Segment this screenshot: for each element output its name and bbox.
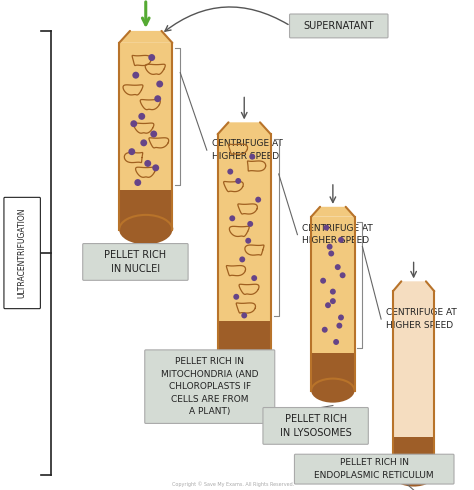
Circle shape (338, 315, 344, 320)
Polygon shape (311, 217, 355, 353)
Circle shape (251, 275, 257, 281)
Polygon shape (218, 122, 271, 134)
Text: PELLET RICH IN
MITOCHONDRIA (AND
CHLOROPLASTS IF
CELLS ARE FROM
A PLANT): PELLET RICH IN MITOCHONDRIA (AND CHLOROP… (161, 357, 258, 416)
Text: CENTRIFUGE AT
HIGHER SPEED: CENTRIFUGE AT HIGHER SPEED (302, 224, 373, 245)
Circle shape (249, 154, 255, 160)
FancyBboxPatch shape (290, 14, 388, 38)
Circle shape (156, 80, 163, 88)
Text: SUPERNATANT: SUPERNATANT (303, 21, 374, 31)
Circle shape (330, 289, 336, 294)
Circle shape (328, 250, 334, 256)
Text: PELLET RICH
IN LYSOSOMES: PELLET RICH IN LYSOSOMES (280, 414, 352, 438)
Circle shape (320, 278, 326, 284)
Circle shape (245, 238, 251, 244)
Circle shape (144, 160, 151, 167)
FancyBboxPatch shape (263, 408, 368, 444)
Circle shape (235, 178, 241, 184)
Circle shape (338, 237, 344, 243)
Text: CENTRIFUGE AT
HIGHER SPEED: CENTRIFUGE AT HIGHER SPEED (386, 308, 457, 330)
Polygon shape (311, 353, 355, 391)
Circle shape (239, 256, 245, 263)
Polygon shape (393, 291, 434, 438)
Circle shape (325, 302, 331, 308)
Text: PELLET RICH
IN NUCLEI: PELLET RICH IN NUCLEI (104, 250, 166, 274)
Polygon shape (393, 438, 434, 475)
Circle shape (322, 327, 328, 333)
Polygon shape (119, 190, 173, 230)
Circle shape (330, 298, 336, 304)
Polygon shape (218, 321, 271, 366)
Polygon shape (218, 134, 271, 321)
Text: Copyright © Save My Exams. All Rights Reserved.: Copyright © Save My Exams. All Rights Re… (172, 481, 294, 487)
Circle shape (132, 72, 139, 79)
Text: ULTRACENTRIFUGATION: ULTRACENTRIFUGATION (17, 208, 26, 298)
Circle shape (323, 224, 329, 231)
Circle shape (148, 54, 155, 61)
Circle shape (241, 313, 247, 318)
Circle shape (255, 196, 261, 203)
Ellipse shape (311, 379, 355, 403)
Circle shape (228, 169, 233, 174)
Ellipse shape (393, 464, 434, 487)
Circle shape (128, 148, 135, 155)
Circle shape (247, 221, 253, 227)
Circle shape (152, 164, 159, 171)
Circle shape (134, 179, 141, 186)
Circle shape (337, 322, 342, 329)
Circle shape (138, 113, 145, 120)
Polygon shape (393, 281, 434, 291)
Circle shape (229, 215, 235, 221)
Circle shape (340, 272, 346, 278)
FancyBboxPatch shape (83, 244, 188, 280)
Ellipse shape (218, 351, 271, 381)
Text: CENTRIFUGE AT
HIGHER SPEED: CENTRIFUGE AT HIGHER SPEED (212, 139, 283, 161)
Circle shape (140, 139, 147, 147)
Circle shape (335, 264, 341, 270)
Circle shape (333, 339, 339, 345)
Text: PELLET RICH IN
ENDOPLASMIC RETICULUM: PELLET RICH IN ENDOPLASMIC RETICULUM (314, 458, 434, 480)
FancyBboxPatch shape (294, 454, 454, 484)
Circle shape (233, 294, 239, 300)
Circle shape (154, 95, 161, 102)
FancyBboxPatch shape (4, 197, 40, 309)
FancyBboxPatch shape (145, 350, 275, 423)
Circle shape (150, 130, 157, 138)
Ellipse shape (119, 215, 173, 245)
Polygon shape (119, 31, 173, 43)
Polygon shape (119, 43, 173, 190)
Polygon shape (311, 207, 355, 217)
Circle shape (327, 244, 333, 250)
Circle shape (130, 120, 137, 127)
